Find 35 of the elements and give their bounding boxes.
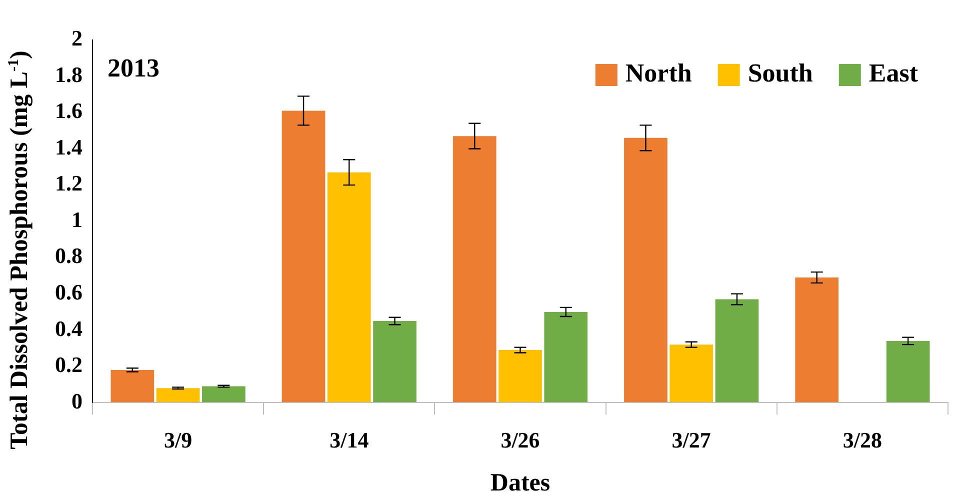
bar (156, 388, 200, 402)
bar (624, 138, 668, 402)
legend-label: South (748, 58, 814, 88)
y-tick-label: 2 (72, 26, 82, 51)
y-tick-label: 0.2 (55, 352, 82, 378)
y-tick-label: 1.8 (55, 62, 82, 87)
bar (670, 344, 714, 402)
x-tick-label: 3/27 (672, 427, 711, 452)
bar (886, 340, 930, 402)
bar (327, 172, 371, 402)
bar (110, 370, 154, 402)
y-tick-label: 1.2 (55, 170, 82, 196)
legend-label: East (868, 58, 918, 88)
y-tick-label: 0.4 (55, 316, 82, 341)
annotation: 2013 (108, 54, 160, 83)
bar (282, 110, 326, 402)
bar (202, 386, 246, 402)
x-tick-label: 3/28 (842, 427, 882, 452)
bar (544, 312, 588, 402)
x-tick-label: 3/26 (500, 427, 540, 452)
bar (498, 350, 542, 402)
x-tick-label: 3/14 (330, 427, 369, 452)
bar (715, 299, 759, 402)
bar (452, 136, 496, 402)
y-tick-label: 1.4 (55, 134, 82, 160)
x-tick-label: 3/9 (164, 427, 192, 452)
y-tick-label: 1 (72, 206, 82, 232)
bar (795, 278, 838, 402)
legend-label: North (625, 58, 692, 88)
y-tick-label: 1.6 (55, 98, 82, 124)
y-tick-label: 0.6 (55, 280, 82, 305)
x-axis-title: Dates (490, 469, 550, 496)
y-tick-label: 0 (72, 388, 82, 414)
bar (373, 321, 416, 402)
y-tick-label: 0.8 (55, 243, 82, 268)
